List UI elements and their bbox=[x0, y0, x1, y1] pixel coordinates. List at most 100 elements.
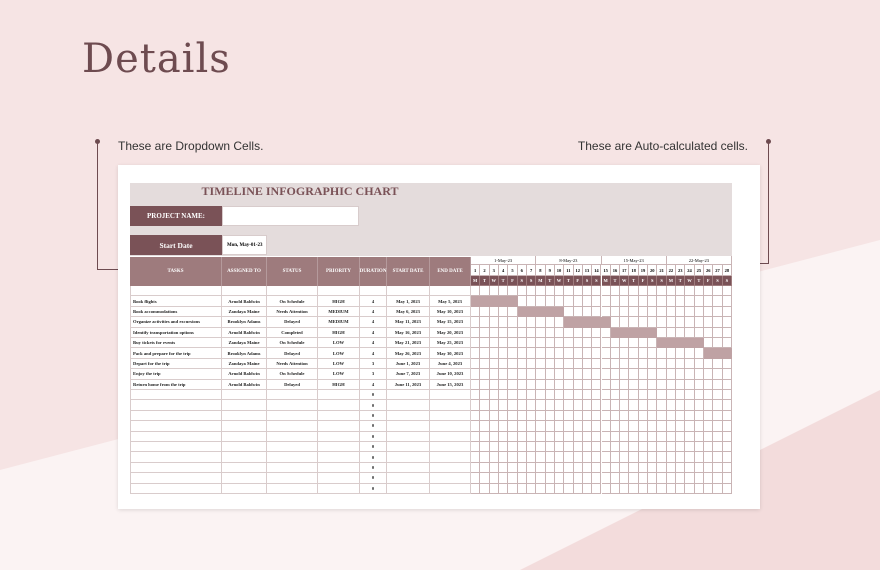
cell-priority[interactable] bbox=[318, 462, 360, 474]
gantt-cell bbox=[685, 379, 695, 390]
cell-status[interactable]: Completed bbox=[267, 327, 318, 338]
gantt-weekday: F bbox=[573, 276, 583, 286]
cell-priority[interactable] bbox=[318, 442, 360, 453]
cell-priority[interactable] bbox=[318, 483, 360, 494]
gantt-cell bbox=[713, 390, 723, 401]
gantt-cell bbox=[722, 286, 732, 297]
gantt-cell bbox=[592, 421, 602, 432]
cell-priority[interactable] bbox=[318, 473, 360, 484]
cell-status[interactable] bbox=[267, 410, 318, 422]
cell-priority[interactable]: LOW bbox=[318, 358, 360, 370]
project-name-input[interactable] bbox=[222, 206, 359, 226]
cell-assigned-to[interactable]: Brooklyn Adams bbox=[222, 317, 267, 328]
cell-status[interactable] bbox=[267, 483, 318, 494]
cell-assigned-to[interactable]: Zandaya Maine bbox=[222, 306, 267, 318]
cell-status[interactable]: On Schedule bbox=[267, 369, 318, 380]
cell-tasks bbox=[130, 452, 222, 463]
cell-end-date bbox=[430, 400, 471, 411]
cell-status[interactable]: Delayed bbox=[267, 317, 318, 328]
cell-priority[interactable]: MEDIUM bbox=[318, 317, 360, 328]
gantt-cell bbox=[722, 452, 732, 463]
cell-assigned-to[interactable]: Arnold Baldwin bbox=[222, 369, 267, 380]
cell-priority[interactable] bbox=[318, 421, 360, 432]
gantt-cell bbox=[498, 462, 509, 474]
cell-assigned-to[interactable]: Arnold Baldwin bbox=[222, 296, 267, 307]
cell-assigned-to[interactable] bbox=[222, 421, 267, 432]
cell-status[interactable] bbox=[267, 421, 318, 432]
gantt-cell bbox=[694, 390, 705, 401]
cell-priority[interactable]: LOW bbox=[318, 369, 360, 380]
cell-status[interactable]: On Schedule bbox=[267, 338, 318, 349]
gantt-cell bbox=[471, 379, 481, 390]
cell-priority[interactable]: HIGH bbox=[318, 296, 360, 307]
cell-status[interactable] bbox=[267, 473, 318, 484]
cell-duration: 4 bbox=[360, 338, 387, 349]
cell-priority[interactable]: HIGH bbox=[318, 379, 360, 390]
gantt-cell bbox=[601, 286, 611, 297]
cell-status[interactable] bbox=[267, 462, 318, 474]
cell-status[interactable] bbox=[267, 452, 318, 463]
cell-status[interactable]: Needs Attention bbox=[267, 358, 318, 370]
gantt-cell bbox=[713, 452, 723, 463]
cell-tasks: Pack and prepare for the trip bbox=[130, 348, 222, 359]
gantt-cell bbox=[676, 306, 686, 318]
gantt-cell bbox=[676, 379, 686, 390]
cell-status[interactable]: Delayed bbox=[267, 348, 318, 359]
cell-priority[interactable] bbox=[318, 390, 360, 401]
cell-assigned-to[interactable] bbox=[222, 390, 267, 401]
note-auto-calculated-cells: These are Auto-calculated cells. bbox=[577, 139, 748, 153]
gantt-cell bbox=[592, 410, 602, 422]
cell-status[interactable] bbox=[267, 400, 318, 411]
gantt-cell bbox=[601, 306, 611, 318]
cell-priority[interactable]: LOW bbox=[318, 348, 360, 359]
cell-priority[interactable]: HIGH bbox=[318, 327, 360, 338]
gantt-cell bbox=[471, 483, 481, 494]
cell-status[interactable]: Delayed bbox=[267, 379, 318, 390]
cell-assigned-to[interactable] bbox=[222, 286, 267, 297]
cell-priority[interactable] bbox=[318, 452, 360, 463]
gantt-cell bbox=[480, 369, 490, 380]
gantt-cell bbox=[564, 379, 574, 390]
cell-priority[interactable] bbox=[318, 410, 360, 422]
gantt-cell bbox=[676, 421, 686, 432]
cell-end-date: June 15, 2023 bbox=[430, 379, 471, 390]
cell-assigned-to[interactable] bbox=[222, 431, 267, 442]
cell-assigned-to[interactable] bbox=[222, 483, 267, 494]
cell-assigned-to[interactable]: Arnold Baldwin bbox=[222, 379, 267, 390]
cell-assigned-to[interactable]: Arnold Baldwin bbox=[222, 327, 267, 338]
gantt-cell bbox=[676, 431, 686, 442]
gantt-cell bbox=[489, 317, 499, 328]
start-date-input[interactable]: Mon, May-01-23 bbox=[222, 235, 267, 255]
cell-end-date bbox=[430, 421, 471, 432]
gantt-cell bbox=[564, 369, 574, 380]
cell-status[interactable]: On Schedule bbox=[267, 296, 318, 307]
cell-priority[interactable] bbox=[318, 431, 360, 442]
start-date-label: Start Date bbox=[130, 235, 222, 255]
cell-priority[interactable] bbox=[318, 400, 360, 411]
cell-end-date bbox=[430, 483, 471, 494]
cell-status[interactable] bbox=[267, 390, 318, 401]
cell-status[interactable] bbox=[267, 286, 318, 297]
gantt-weekday: T bbox=[545, 276, 555, 286]
gantt-cell bbox=[704, 358, 714, 370]
gantt-cell bbox=[508, 369, 518, 380]
gantt-cell bbox=[629, 400, 639, 411]
cell-assigned-to[interactable] bbox=[222, 452, 267, 463]
cell-priority[interactable]: LOW bbox=[318, 338, 360, 349]
cell-assigned-to[interactable] bbox=[222, 442, 267, 453]
cell-assigned-to[interactable] bbox=[222, 400, 267, 411]
cell-assigned-to[interactable]: Zandaya Maine bbox=[222, 358, 267, 370]
gantt-cell bbox=[666, 421, 677, 432]
cell-priority[interactable] bbox=[318, 286, 360, 297]
gantt-cell bbox=[554, 317, 565, 328]
cell-assigned-to[interactable]: Zandaya Maine bbox=[222, 338, 267, 349]
cell-status[interactable]: Needs Attention bbox=[267, 306, 318, 318]
cell-assigned-to[interactable] bbox=[222, 410, 267, 422]
cell-assigned-to[interactable]: Brooklyn Adams bbox=[222, 348, 267, 359]
cell-status[interactable] bbox=[267, 442, 318, 453]
cell-assigned-to[interactable] bbox=[222, 462, 267, 474]
gantt-cell bbox=[666, 431, 677, 442]
cell-status[interactable] bbox=[267, 431, 318, 442]
cell-assigned-to[interactable] bbox=[222, 473, 267, 484]
cell-priority[interactable]: MEDIUM bbox=[318, 306, 360, 318]
